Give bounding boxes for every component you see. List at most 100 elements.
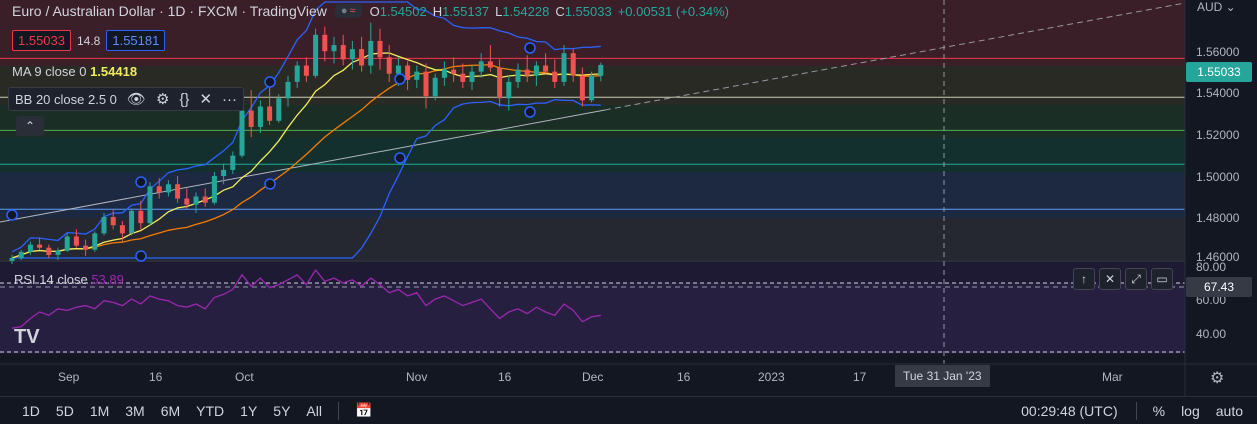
anchor-point[interactable] bbox=[394, 152, 406, 164]
range-6m-button[interactable]: 6M bbox=[160, 402, 181, 419]
candle-body[interactable] bbox=[432, 77, 438, 97]
candle-body[interactable] bbox=[487, 61, 493, 68]
candle-body[interactable] bbox=[524, 69, 530, 76]
anchor-point[interactable] bbox=[264, 76, 276, 88]
candle-body[interactable] bbox=[368, 40, 374, 66]
collapse-legend-button[interactable]: ⌃ bbox=[16, 116, 44, 136]
utc-clock[interactable]: 00:29:48 (UTC) bbox=[1021, 402, 1118, 419]
candle-body[interactable] bbox=[349, 49, 355, 60]
candle-body[interactable] bbox=[340, 45, 346, 60]
sell-button[interactable]: 1.55033 bbox=[12, 30, 71, 51]
buy-button[interactable]: 1.55181 bbox=[106, 30, 166, 51]
candle-body[interactable] bbox=[322, 34, 328, 52]
calendar-icon[interactable]: 📅 bbox=[354, 402, 373, 418]
candle-body[interactable] bbox=[267, 106, 273, 121]
candle-body[interactable] bbox=[83, 245, 89, 250]
gear-icon[interactable]: ⚙ bbox=[155, 91, 170, 108]
symbol-title[interactable]: Euro / Australian Dollar · 1D · FXCM · T… bbox=[12, 3, 327, 19]
candle-body[interactable] bbox=[395, 65, 401, 74]
more-icon[interactable]: ··· bbox=[222, 90, 238, 108]
anchor-point[interactable] bbox=[524, 42, 536, 54]
anchor-point[interactable] bbox=[264, 178, 276, 190]
range-1y-button[interactable]: 1Y bbox=[240, 402, 258, 419]
candle-body[interactable] bbox=[414, 71, 420, 80]
candle-body[interactable] bbox=[386, 57, 392, 74]
ma-legend[interactable]: MA 9 close 0 1.54418 bbox=[12, 64, 137, 79]
candle-body[interactable] bbox=[359, 49, 365, 66]
candle-body[interactable] bbox=[175, 184, 181, 199]
currency-label[interactable]: AUD ⌄ bbox=[1197, 0, 1236, 14]
close-pane-icon[interactable]: ✕ bbox=[1099, 268, 1121, 290]
candle-body[interactable] bbox=[460, 73, 466, 82]
candle-body[interactable] bbox=[377, 40, 383, 58]
candle-body[interactable] bbox=[533, 65, 539, 76]
log-scale-toggle[interactable]: log bbox=[1181, 402, 1200, 419]
candle-body[interactable] bbox=[589, 75, 595, 101]
candle-body[interactable] bbox=[276, 98, 282, 121]
percent-scale-toggle[interactable]: % bbox=[1152, 402, 1166, 419]
candle-body[interactable] bbox=[92, 233, 98, 250]
candle-body[interactable] bbox=[552, 71, 558, 82]
candle-body[interactable] bbox=[18, 251, 24, 258]
range-all-button[interactable]: All bbox=[306, 402, 322, 419]
anchor-point[interactable] bbox=[394, 73, 406, 85]
anchor-point[interactable] bbox=[524, 106, 536, 118]
candle-body[interactable] bbox=[331, 45, 337, 52]
candle-body[interactable] bbox=[27, 244, 33, 252]
candle-body[interactable] bbox=[119, 225, 125, 234]
range-5d-button[interactable]: 5D bbox=[55, 402, 74, 419]
anchor-point[interactable] bbox=[135, 176, 147, 188]
candle-body[interactable] bbox=[451, 69, 457, 74]
candle-body[interactable] bbox=[579, 75, 585, 101]
maximize-pane-icon[interactable]: ⤢ bbox=[1125, 268, 1147, 290]
candle-body[interactable] bbox=[184, 198, 190, 205]
candle-body[interactable] bbox=[110, 217, 116, 226]
candle-body[interactable] bbox=[285, 81, 291, 99]
candle-body[interactable] bbox=[37, 244, 43, 248]
legend-toggle-pill[interactable]: ● ≈ bbox=[334, 4, 362, 18]
candle-body[interactable] bbox=[129, 210, 135, 234]
auto-scale-toggle[interactable]: auto bbox=[1215, 402, 1243, 419]
candle-body[interactable] bbox=[303, 65, 309, 76]
candle-body[interactable] bbox=[405, 65, 411, 80]
candle-body[interactable] bbox=[506, 81, 512, 99]
candle-body[interactable] bbox=[9, 257, 15, 262]
candle-body[interactable] bbox=[55, 250, 61, 255]
candle-body[interactable] bbox=[221, 169, 227, 177]
candle-body[interactable] bbox=[469, 71, 475, 82]
candle-body[interactable] bbox=[294, 65, 300, 82]
eye-icon[interactable]: 👁 bbox=[126, 91, 146, 108]
rsi-legend[interactable]: RSI 14 close 53.89 bbox=[14, 272, 124, 287]
anchor-point[interactable] bbox=[6, 209, 18, 221]
candle-body[interactable] bbox=[239, 110, 245, 156]
candle-body[interactable] bbox=[156, 186, 162, 193]
candle-body[interactable] bbox=[561, 53, 567, 82]
candle-body[interactable] bbox=[211, 176, 217, 203]
anchor-point[interactable] bbox=[135, 250, 147, 262]
tradingview-logo[interactable]: TV bbox=[14, 326, 40, 348]
move-pane-up-icon[interactable]: ↑ bbox=[1073, 268, 1095, 290]
candle-body[interactable] bbox=[193, 196, 199, 205]
candle-body[interactable] bbox=[46, 247, 52, 255]
close-icon[interactable]: ✕ bbox=[199, 91, 213, 108]
candle-body[interactable] bbox=[543, 65, 549, 72]
pane-layout-icon[interactable]: ▭ bbox=[1151, 268, 1173, 290]
range-1d-button[interactable]: 1D bbox=[22, 402, 40, 419]
candle-body[interactable] bbox=[257, 106, 263, 127]
candle-body[interactable] bbox=[441, 69, 447, 78]
candle-body[interactable] bbox=[147, 186, 153, 224]
range-5y-button[interactable]: 5Y bbox=[273, 402, 291, 419]
candle-body[interactable] bbox=[138, 210, 144, 224]
candle-body[interactable] bbox=[313, 34, 319, 76]
bb-legend[interactable]: BB 20 close 2.5 0 👁 ⚙ {} ✕ ··· bbox=[8, 87, 245, 111]
candle-body[interactable] bbox=[230, 155, 236, 170]
candle-body[interactable] bbox=[165, 184, 171, 193]
candle-body[interactable] bbox=[73, 236, 79, 246]
candle-body[interactable] bbox=[497, 67, 503, 99]
range-ytd-button[interactable]: YTD bbox=[196, 402, 225, 419]
range-3m-button[interactable]: 3M bbox=[125, 402, 145, 419]
candle-body[interactable] bbox=[64, 236, 70, 251]
range-1m-button[interactable]: 1M bbox=[89, 402, 110, 419]
candle-body[interactable] bbox=[202, 196, 208, 203]
candle-body[interactable] bbox=[478, 61, 484, 72]
